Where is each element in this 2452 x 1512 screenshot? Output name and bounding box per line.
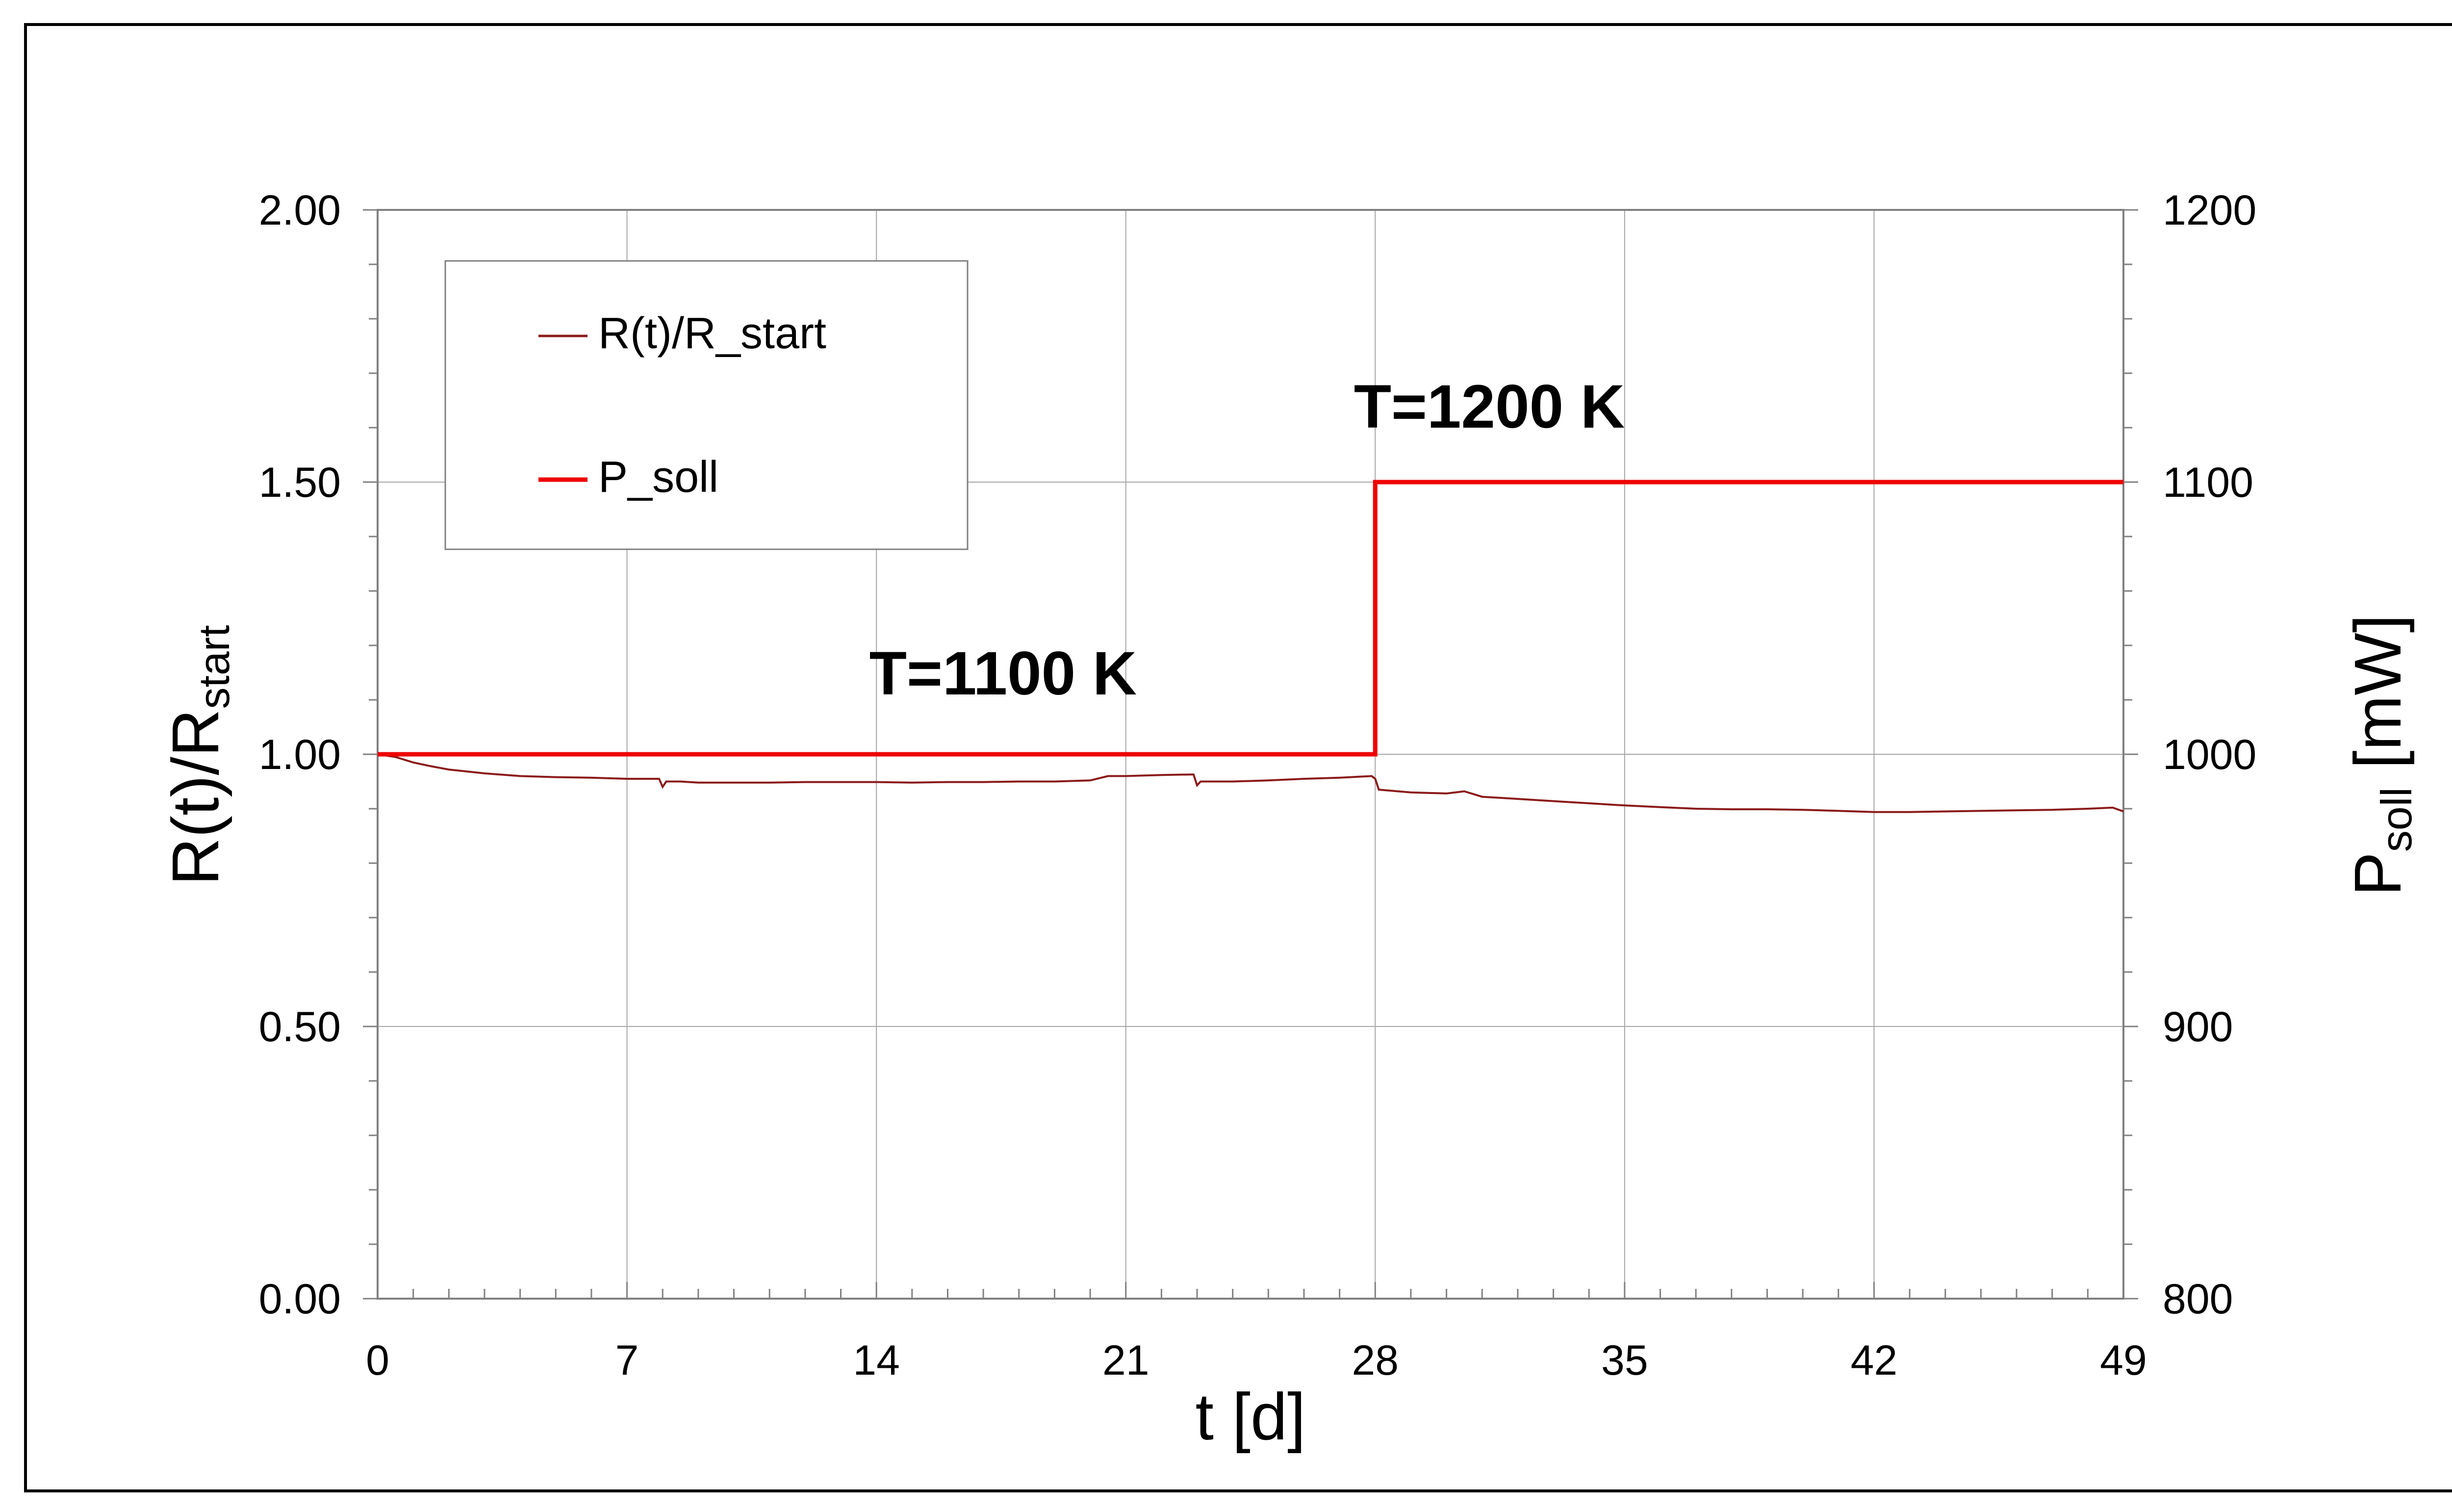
x-axis-title: t [d]	[1195, 1380, 1305, 1454]
x-tick-label: 35	[1601, 1337, 1648, 1384]
tick-label-layer: 0 7 14 21 28 35 42 49 0.00 0.50 1.00 1.50 2.00 800 900…	[259, 187, 2257, 1384]
x-tick-label: 7	[615, 1337, 639, 1384]
y2-axis-title: Psoll [mW]	[2341, 615, 2421, 897]
y-tick-label: 0.50	[259, 1003, 341, 1051]
y2-tick-label: 1100	[2163, 459, 2253, 506]
outer-frame	[24, 23, 2452, 1492]
y2-axis-title-sub: soll	[2372, 787, 2421, 852]
legend-label-p-soll: P_soll	[598, 453, 718, 502]
y2-tick-label: 1000	[2163, 731, 2256, 778]
legend-box	[444, 260, 969, 550]
y-axis-title: R(t)/Rstart	[158, 625, 238, 885]
x-tick-label: 49	[2100, 1337, 2147, 1384]
annotation-t-1200: T=1200 K	[1354, 373, 1625, 441]
y-tick-label: 2.00	[259, 187, 341, 234]
x-tick-label: 0	[366, 1337, 389, 1384]
y2-axis-title-main: P	[2341, 852, 2415, 896]
y-axis-title-sub: start	[190, 625, 238, 709]
minor-tick-layer	[363, 209, 2138, 1300]
y-tick-label: 1.00	[259, 731, 341, 778]
y2-axis-title-unit: [mW]	[2341, 615, 2415, 787]
y2-tick-label: 900	[2163, 1003, 2233, 1051]
y-tick-label: 1.50	[259, 459, 341, 506]
series-r-ratio-line	[377, 753, 2124, 813]
x-tick-label: 42	[1851, 1337, 1898, 1384]
y-tick-label: 0.00	[259, 1276, 341, 1323]
annotation-t-1100: T=1100 K	[869, 640, 1137, 708]
legend-label-r-ratio: R(t)/R_start	[598, 309, 826, 358]
y-axis-title-main: R(t)/R	[158, 709, 232, 886]
series-layer	[377, 480, 2124, 813]
x-tick-label: 28	[1352, 1337, 1399, 1384]
y2-tick-label: 800	[2163, 1276, 2233, 1323]
y2-tick-label: 1200	[2163, 187, 2256, 234]
series-p-soll-line	[378, 480, 2123, 757]
x-tick-label: 21	[1102, 1337, 1149, 1384]
x-tick-label: 14	[853, 1337, 900, 1384]
